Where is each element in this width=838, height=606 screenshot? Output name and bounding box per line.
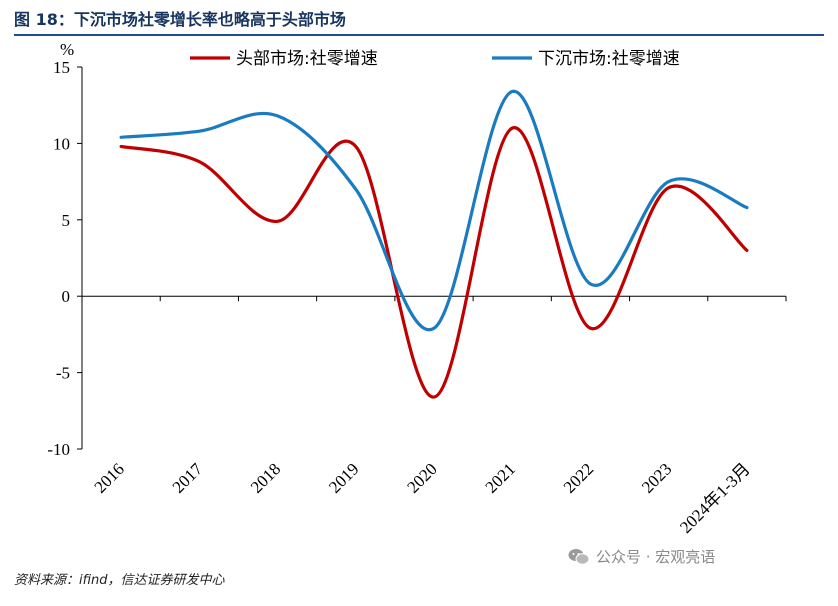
axes bbox=[77, 66, 787, 450]
y-axis-unit: % bbox=[60, 40, 74, 59]
y-tick-label: -10 bbox=[47, 440, 70, 459]
x-tick-label: 2020 bbox=[403, 459, 440, 496]
y-tick-label: -5 bbox=[56, 364, 70, 383]
title-divider bbox=[14, 34, 824, 36]
x-tick-label: 2019 bbox=[325, 459, 362, 496]
x-tick-label: 2016 bbox=[90, 459, 127, 496]
watermark: 公众号 · 宏观亮语 bbox=[568, 546, 715, 567]
x-tick-label: 2022 bbox=[560, 459, 597, 496]
legend: 头部市场:社零增速 下沉市场:社零增速 bbox=[190, 49, 680, 69]
x-tick-label: 2018 bbox=[247, 459, 284, 496]
y-tick-label: 5 bbox=[62, 211, 71, 230]
series-line-0 bbox=[119, 126, 749, 399]
x-tick-label: 2023 bbox=[638, 459, 675, 496]
x-tick-label: 2024年1-3月 bbox=[676, 459, 754, 537]
line-chart: 15 10 5 0 -5 -10% 2016 2017 2018 2019 2020 2021 2022… bbox=[47, 40, 787, 537]
legend-label: 下沉市场:社零增速 bbox=[538, 49, 680, 69]
y-tick-label: 0 bbox=[62, 287, 71, 306]
legend-label: 头部市场:社零增速 bbox=[236, 49, 378, 69]
chart-title: 图 18：下沉市场社零增长率也略高于头部市场 bbox=[14, 10, 346, 29]
x-tick-label: 2021 bbox=[482, 459, 519, 496]
y-tick-label: 10 bbox=[53, 134, 70, 153]
y-tick-label: 15 bbox=[53, 58, 70, 77]
source-note: 资料来源：ifind，信达证券研发中心 bbox=[14, 573, 225, 588]
series-line-1 bbox=[119, 89, 749, 332]
series-lines bbox=[119, 89, 749, 399]
x-tick-label: 2017 bbox=[169, 459, 207, 497]
watermark-text: 公众号 · 宏观亮语 bbox=[596, 548, 716, 566]
wechat-icon bbox=[568, 548, 590, 565]
